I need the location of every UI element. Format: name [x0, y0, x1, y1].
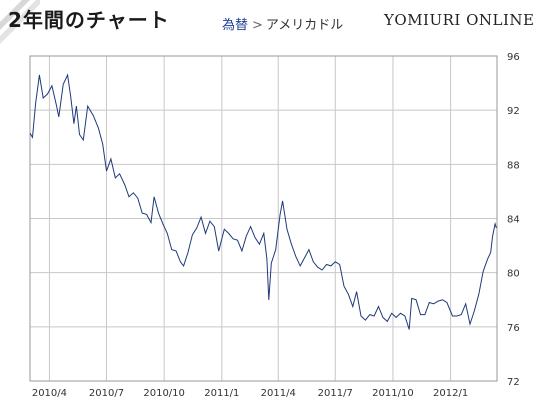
brand-logo: YOMIURI ONLINE [384, 11, 535, 29]
series-line [29, 73, 497, 330]
breadcrumb: 為替 > アメリカドル [222, 14, 343, 33]
chart-grid [30, 55, 497, 382]
y-axis: 72 76 80 84 88 92 96 [507, 52, 520, 388]
y-tick-label: 96 [507, 52, 520, 63]
y-tick-label: 88 [507, 160, 520, 171]
x-tick-label: 2011/7 [318, 388, 353, 399]
corner-stripes-decoration [0, 0, 40, 44]
plot-frame [29, 55, 498, 382]
y-tick-label: 76 [507, 323, 520, 334]
x-axis: 2010/4 2010/7 2010/10 2011/1 2011/4 2011/7 201… [32, 388, 468, 399]
y-tick-label: 92 [507, 106, 520, 117]
breadcrumb-current: アメリカドル [265, 18, 344, 33]
y-tick-label: 72 [507, 377, 520, 388]
x-tick-label: 2010/7 [89, 388, 124, 399]
breadcrumb-link-forex[interactable]: 為替 [222, 18, 249, 33]
x-tick-label: 2010/4 [32, 388, 67, 399]
y-tick-label: 80 [507, 269, 520, 280]
y-tick-label: 84 [507, 215, 520, 226]
chart-header: 2年間のチャート 為替 > アメリカドル YOMIURI ONLINE [0, 0, 537, 44]
x-tick-label: 2012/1 [433, 388, 468, 399]
x-tick-label: 2011/4 [261, 388, 296, 399]
breadcrumb-separator: > [252, 18, 263, 33]
page-title: 2年間のチャート [8, 8, 170, 32]
x-tick-label: 2011/10 [372, 388, 414, 399]
x-tick-label: 2010/10 [143, 388, 185, 399]
x-tick-label: 2011/1 [204, 388, 239, 399]
